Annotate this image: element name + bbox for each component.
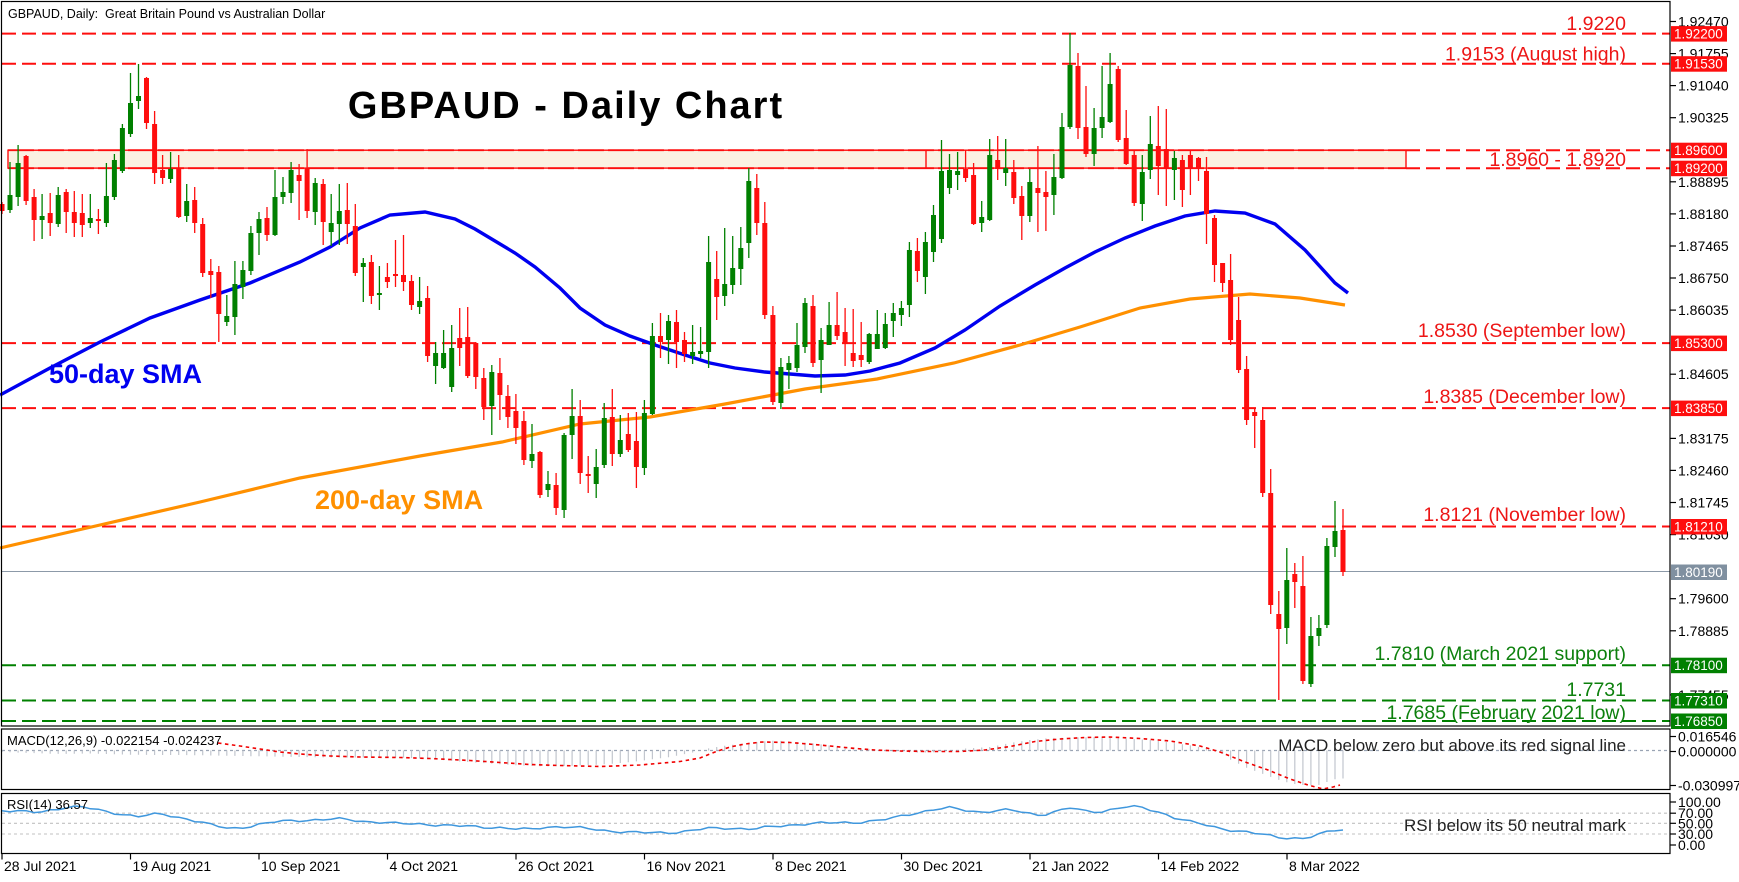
svg-text:4 Oct 2021: 4 Oct 2021 xyxy=(390,858,459,874)
svg-text:1.77310: 1.77310 xyxy=(1674,694,1723,709)
svg-text:RSI(14) 36.57: RSI(14) 36.57 xyxy=(7,797,88,812)
svg-text:1.83175: 1.83175 xyxy=(1678,430,1729,446)
svg-text:RSI below its 50 neutral mark: RSI below its 50 neutral mark xyxy=(1404,816,1627,835)
svg-text:1.92200: 1.92200 xyxy=(1674,27,1723,42)
svg-text:0.016546: 0.016546 xyxy=(1678,729,1737,745)
svg-text:1.89200: 1.89200 xyxy=(1674,161,1723,176)
svg-text:1.7731: 1.7731 xyxy=(1566,679,1626,701)
svg-text:1.86750: 1.86750 xyxy=(1678,270,1729,286)
svg-text:16 Nov 2021: 16 Nov 2021 xyxy=(647,858,727,874)
svg-text:1.82460: 1.82460 xyxy=(1678,462,1729,478)
svg-text:26 Oct 2021: 26 Oct 2021 xyxy=(518,858,594,874)
svg-text:8 Dec 2021: 8 Dec 2021 xyxy=(775,858,847,874)
svg-text:1.76850: 1.76850 xyxy=(1674,714,1723,729)
svg-text:14 Feb 2022: 14 Feb 2022 xyxy=(1161,858,1240,874)
svg-text:19 Aug 2021: 19 Aug 2021 xyxy=(133,858,212,874)
svg-text:1.81210: 1.81210 xyxy=(1674,520,1723,535)
svg-text:0.00: 0.00 xyxy=(1678,837,1705,853)
svg-text:1.91530: 1.91530 xyxy=(1674,57,1723,72)
svg-text:1.88180: 1.88180 xyxy=(1678,206,1729,222)
svg-text:MACD below zero but above its: MACD below zero but above its red signal… xyxy=(1278,736,1626,755)
svg-text:1.79600: 1.79600 xyxy=(1678,591,1729,607)
svg-text:GBPAUD - Daily Chart: GBPAUD - Daily Chart xyxy=(348,85,784,127)
svg-text:1.8960 - 1.8920: 1.8960 - 1.8920 xyxy=(1489,149,1626,171)
svg-text:30 Dec 2021: 30 Dec 2021 xyxy=(904,858,984,874)
svg-text:MACD(12,26,9) -0.022154 -0.024: MACD(12,26,9) -0.022154 -0.024237 xyxy=(7,733,222,748)
svg-text:21 Jan 2022: 21 Jan 2022 xyxy=(1032,858,1109,874)
svg-text:1.85300: 1.85300 xyxy=(1674,336,1723,351)
svg-text:1.78885: 1.78885 xyxy=(1678,623,1729,639)
svg-text:1.83850: 1.83850 xyxy=(1674,401,1723,416)
svg-text:30.00: 30.00 xyxy=(1678,826,1713,842)
svg-text:1.84605: 1.84605 xyxy=(1678,366,1729,382)
svg-text:8 Mar 2022: 8 Mar 2022 xyxy=(1289,858,1360,874)
svg-text:200-day SMA: 200-day SMA xyxy=(315,485,483,515)
svg-text:70.00: 70.00 xyxy=(1678,805,1713,821)
svg-text:1.90325: 1.90325 xyxy=(1678,110,1729,126)
svg-text:-0.030997: -0.030997 xyxy=(1678,778,1739,794)
svg-text:50.00: 50.00 xyxy=(1678,815,1713,831)
svg-text:1.91040: 1.91040 xyxy=(1678,78,1729,94)
svg-text:1.78100: 1.78100 xyxy=(1674,658,1723,673)
svg-text:1.80190: 1.80190 xyxy=(1674,565,1723,580)
svg-text:100.00: 100.00 xyxy=(1678,794,1721,810)
svg-text:1.8530 (September low): 1.8530 (September low) xyxy=(1418,320,1626,342)
svg-text:1.81745: 1.81745 xyxy=(1678,495,1729,511)
svg-text:1.8385 (December low): 1.8385 (December low) xyxy=(1423,386,1626,408)
svg-text:28 Jul 2021: 28 Jul 2021 xyxy=(4,858,77,874)
svg-text:1.7685 (February 2021 low): 1.7685 (February 2021 low) xyxy=(1386,702,1626,724)
svg-text:1.9220: 1.9220 xyxy=(1566,13,1626,35)
svg-text:1.86035: 1.86035 xyxy=(1678,302,1729,318)
svg-text:1.8121 (November low): 1.8121 (November low) xyxy=(1423,504,1626,526)
svg-text:0.000000: 0.000000 xyxy=(1678,744,1737,760)
svg-text:GBPAUD, Daily: Great Britain: GBPAUD, Daily: Great Britain Pound vs Au… xyxy=(8,7,325,21)
svg-text:10 Sep 2021: 10 Sep 2021 xyxy=(261,858,341,874)
svg-text:1.87465: 1.87465 xyxy=(1678,238,1729,254)
svg-text:1.7810 (March 2021 support): 1.7810 (March 2021 support) xyxy=(1375,643,1626,665)
svg-text:1.92470: 1.92470 xyxy=(1678,14,1729,30)
svg-text:1.88895: 1.88895 xyxy=(1678,174,1729,190)
svg-text:50-day SMA: 50-day SMA xyxy=(49,359,202,389)
svg-text:1.89600: 1.89600 xyxy=(1674,143,1723,158)
svg-text:1.9153 (August high): 1.9153 (August high) xyxy=(1445,44,1626,66)
